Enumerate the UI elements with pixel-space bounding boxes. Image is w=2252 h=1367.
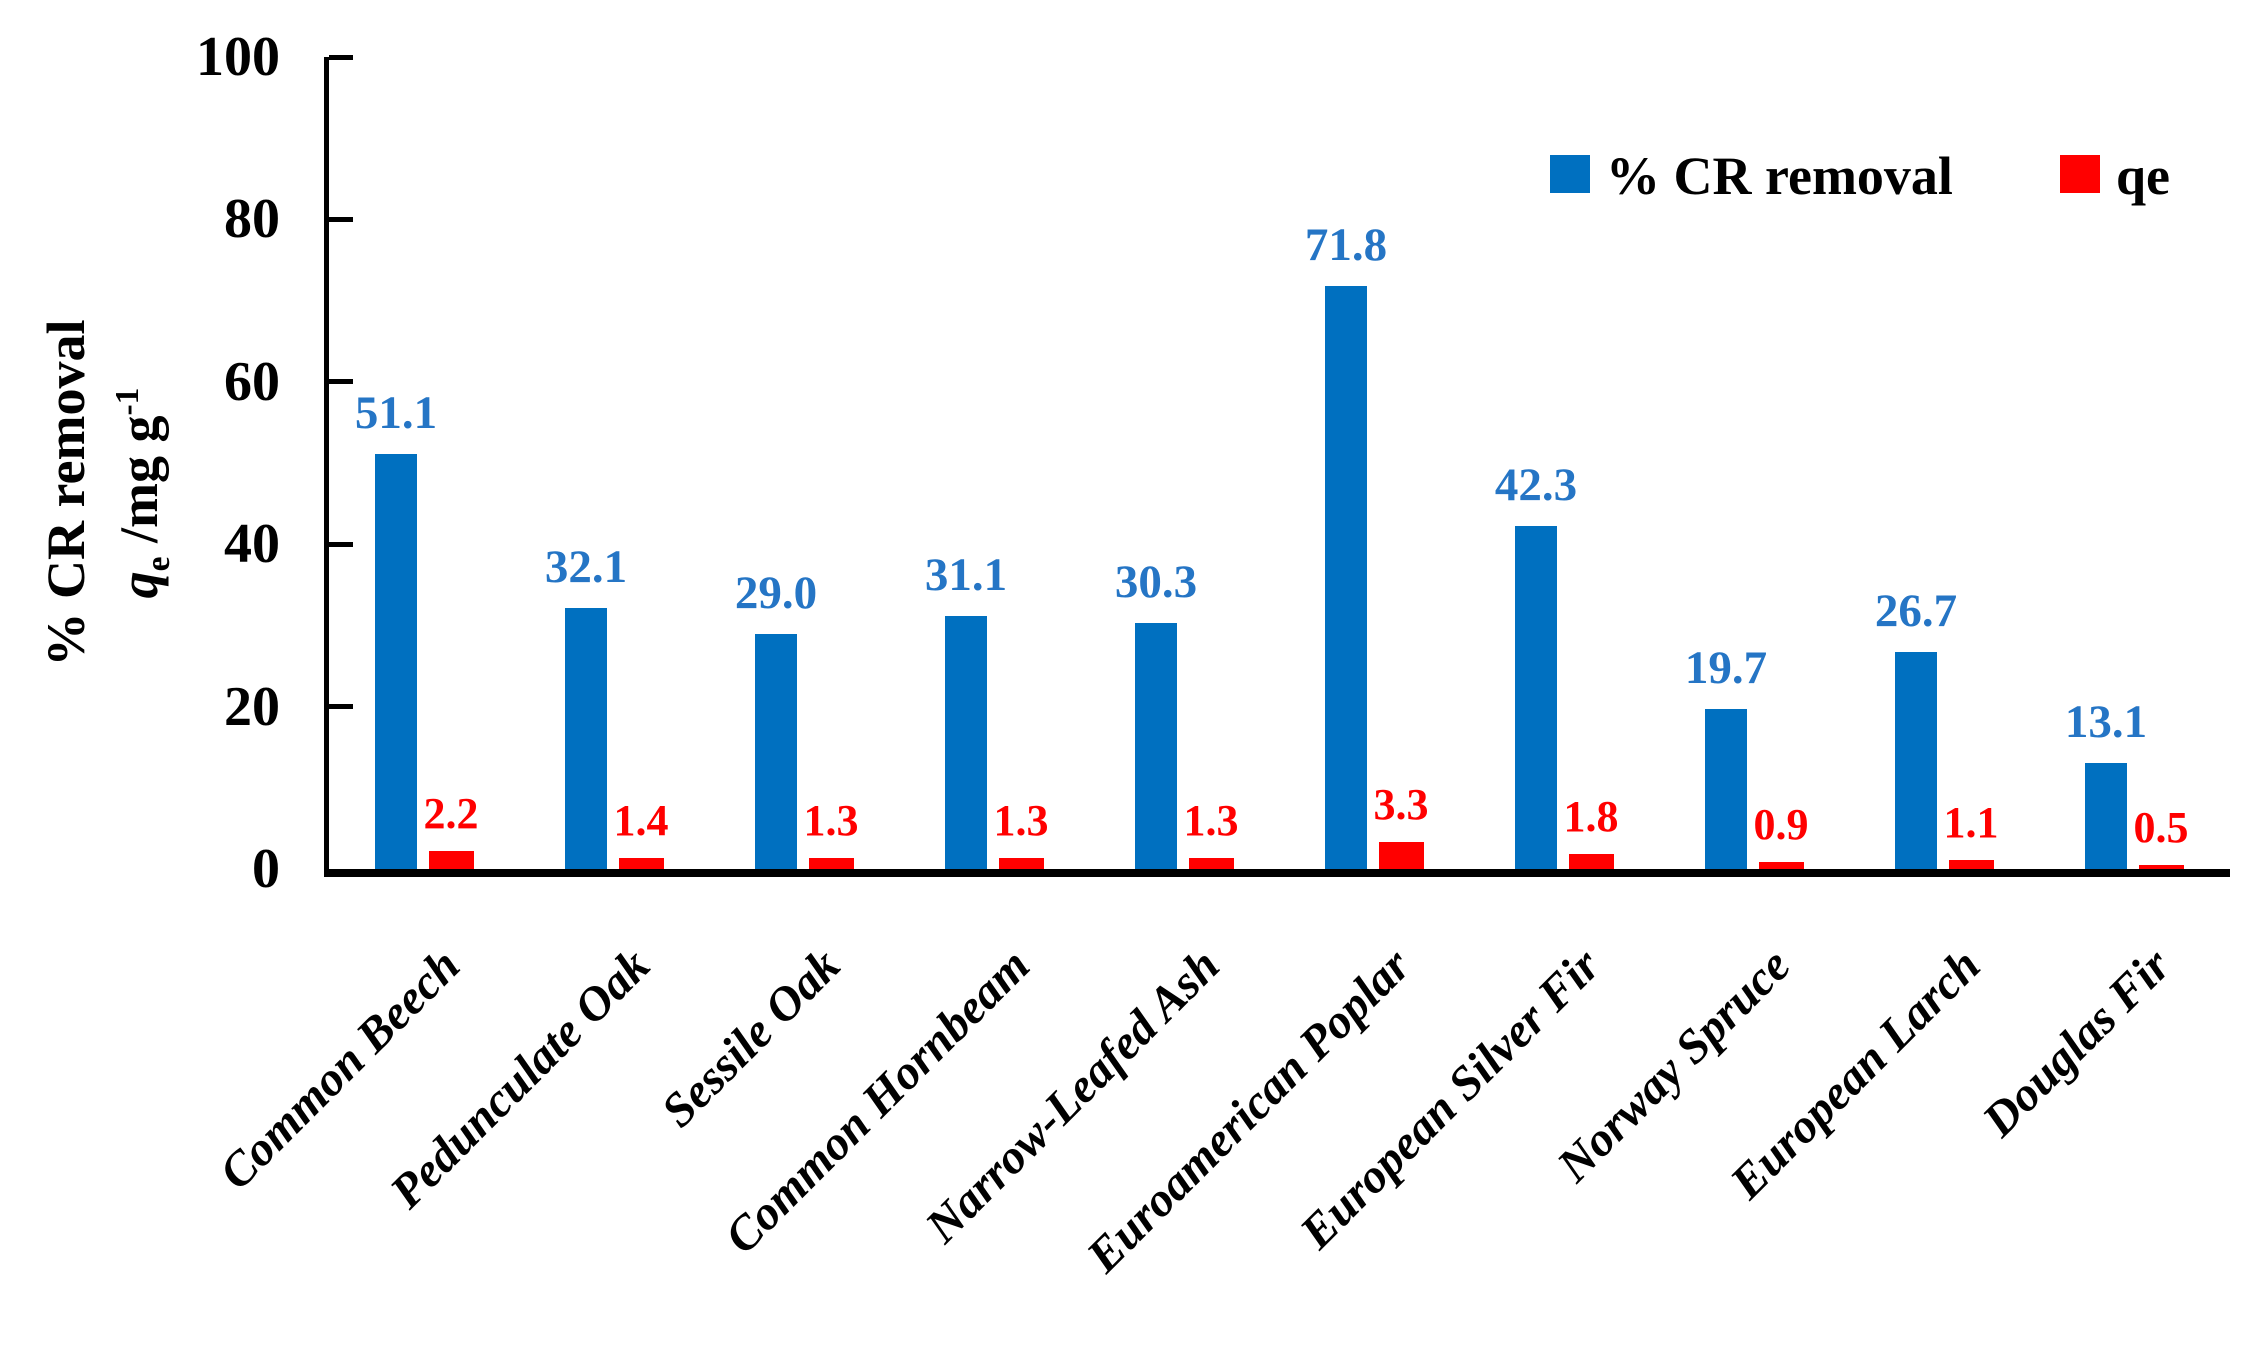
cr-removal-bar: [1325, 285, 1367, 869]
bar-group: 31.1 1.3: [899, 57, 1089, 869]
y-axis-title-line1: % CR removal: [36, 319, 96, 667]
cr-removal-bar: [1515, 525, 1557, 869]
qe-value-label: 1.4: [613, 795, 669, 845]
qe-bar: [1569, 854, 1614, 869]
bar-group: 51.1 2.2: [329, 57, 519, 869]
y-tick-label: 100: [196, 26, 280, 88]
bar-group: 30.3 1.3: [1089, 57, 1279, 869]
cr-removal-bar: [1705, 709, 1747, 869]
y-tick-label: 0: [252, 838, 280, 900]
cr-removal-bar: [565, 608, 607, 869]
cr-removal-bar: [945, 616, 987, 869]
cr-removal-bar: [1135, 622, 1177, 869]
bar-group: 13.1 0.5: [2039, 57, 2229, 869]
legend-label-cr-removal: % CR removal: [1606, 146, 1953, 206]
plot-area: 51.1 2.2 32.1 1.4 29.0 1.3 31.1 1.3 30.3 1.3 71.8 3…: [329, 57, 2229, 869]
cr-removal-value-label: 51.1: [354, 387, 438, 440]
y-axis-tick: [329, 379, 353, 385]
y-axis-tick: [329, 704, 353, 710]
qe-bar: [999, 858, 1044, 869]
cr-removal-value-label: 32.1: [544, 541, 628, 594]
x-category-label: Sessile Oak: [651, 938, 851, 1138]
cr-removal-value-label: 31.1: [924, 549, 1008, 602]
y-axis-line: [324, 57, 329, 877]
qe-value-label: 1.8: [1563, 792, 1619, 842]
bar-group: 32.1 1.4: [519, 57, 709, 869]
cr-removal-bar: [755, 633, 797, 869]
cr-removal-value-label: 29.0: [734, 566, 818, 619]
qe-bar: [1759, 861, 1804, 869]
legend-swatch-cr-removal: [1550, 155, 1590, 193]
bar-group: 29.0 1.3: [709, 57, 899, 869]
y-tick-label: 80: [224, 188, 280, 251]
cr-removal-value-label: 71.8: [1304, 218, 1388, 271]
y-tick-label: 40: [224, 513, 280, 576]
y-axis-tick: [329, 541, 353, 547]
x-category-label: Euroamerican Poplar: [1076, 938, 1421, 1283]
cr-removal-value-label: 26.7: [1874, 585, 1958, 638]
qe-value-label: 0.5: [2133, 802, 2189, 852]
x-category-label: Douglas Fir: [1972, 938, 2181, 1147]
cr-removal-value-label: 30.3: [1114, 555, 1198, 608]
cr-removal-value-label: 19.7: [1684, 642, 1768, 695]
qe-bar: [1189, 858, 1234, 869]
qe-bar: [809, 858, 854, 869]
qe-bar: [429, 851, 474, 869]
qe-value-label: 1.1: [1943, 798, 1999, 848]
bar-group: 26.7 1.1: [1849, 57, 2039, 869]
qe-value-label: 2.2: [423, 789, 479, 839]
y-tick-label: 60: [224, 350, 280, 413]
y-tick-label: 20: [224, 675, 280, 738]
bar-group: 42.3 1.8: [1469, 57, 1659, 869]
qe-value-label: 3.3: [1373, 780, 1429, 830]
qe-value-label: 0.9: [1753, 799, 1809, 849]
qe-bar: [619, 857, 664, 869]
qe-bar: [1949, 860, 1994, 869]
y-axis-tick: [329, 54, 353, 60]
cr-removal-bar: [2085, 762, 2127, 869]
legend-label-qe: qe: [2116, 146, 2170, 206]
qe-bar: [1379, 842, 1424, 869]
qe-bar: [2139, 864, 2184, 869]
y-axis-tick: [329, 216, 353, 222]
bar-group: 19.7 0.9: [1659, 57, 1849, 869]
cr-removal-value-label: 42.3: [1494, 458, 1578, 511]
bar-group: 71.8 3.3: [1279, 57, 1469, 869]
cr-removal-value-label: 13.1: [2064, 695, 2148, 748]
cr-removal-bar: [375, 454, 417, 869]
qe-value-label: 1.3: [993, 796, 1049, 846]
qe-value-label: 1.3: [1183, 796, 1239, 846]
x-axis-line: [324, 869, 2230, 877]
legend-swatch-qe: [2060, 155, 2100, 193]
qe-value-label: 1.3: [803, 796, 859, 846]
cr-removal-bar: [1895, 652, 1937, 869]
